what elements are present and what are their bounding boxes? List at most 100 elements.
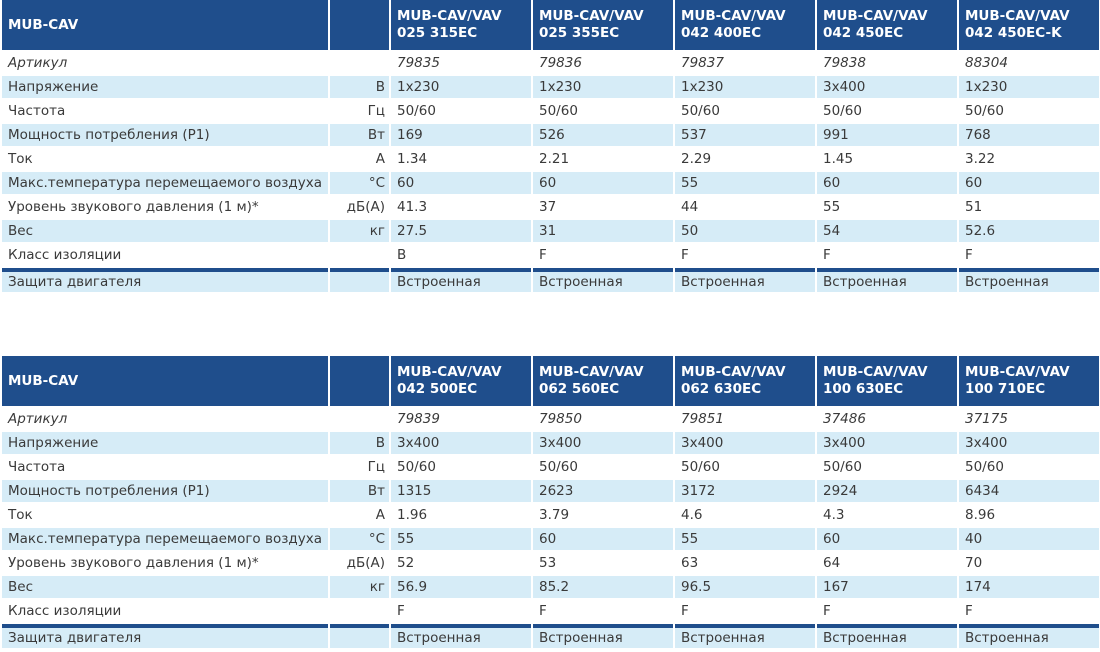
cell-value: 60 [533,528,673,552]
cell-value: 79850 [533,408,673,432]
cell-value: 2.29 [675,148,815,172]
row-label: Вес [2,220,328,244]
row-unit: дБ(А) [330,196,389,220]
table-row: Уровень звукового давления (1 м)* дБ(А) 52… [2,552,1099,576]
table-row: Напряжение В 3x400 3x400 3x400 3x400 3x400 [2,432,1099,456]
model-header: MUB-CAV/VAV 062 560EC [533,356,673,408]
cell-value: 50/60 [391,100,531,124]
cell-value: 1315 [391,480,531,504]
model-series: MUB-CAV/VAV [823,364,928,380]
table-row: Мощность потребления (P1) Вт 169 526 537 991 7… [2,124,1099,148]
cell-value: 55 [817,196,957,220]
model-code: 042 500EC [397,381,478,397]
row-label: Уровень звукового давления (1 м)* [2,552,328,576]
cell-value: 50/60 [533,456,673,480]
cell-value: 174 [959,576,1099,600]
spec-table-1: MUB-CAV MUB-CAV/VAV 025 315EC MUB-CAV/VAV… [0,0,1100,294]
unit-header [330,356,389,408]
row-unit: А [330,148,389,172]
model-series: MUB-CAV/VAV [397,364,502,380]
row-label: Частота [2,456,328,480]
cell-value: F [817,244,957,268]
cell-value: 79839 [391,408,531,432]
row-label: Мощность потребления (P1) [2,124,328,148]
cell-value: 3.22 [959,148,1099,172]
cell-value: 1x230 [675,76,815,100]
cell-value: 40 [959,528,1099,552]
spec-table-2: MUB-CAV MUB-CAV/VAV 042 500EC MUB-CAV/VAV… [0,356,1100,650]
cell-value: 1x230 [959,76,1099,100]
cell-value: 52 [391,552,531,576]
row-label: Класс изоляции [2,600,328,624]
table-row: Артикул 79839 79850 79851 37486 37175 [2,408,1099,432]
cell-value: 79837 [675,52,815,76]
cell-value: 50 [675,220,815,244]
cell-value: Встроенная [675,268,815,294]
table-row: Ток А 1.34 2.21 2.29 1.45 3.22 [2,148,1099,172]
row-unit [330,408,389,432]
row-label: Уровень звукового давления (1 м)* [2,196,328,220]
cell-value: 56.9 [391,576,531,600]
cell-value: 41.3 [391,196,531,220]
cell-value: 2924 [817,480,957,504]
table-title: MUB-CAV [2,356,328,408]
cell-value: 37175 [959,408,1099,432]
row-label: Защита двигателя [2,624,328,650]
row-unit [330,244,389,268]
cell-value: 1x230 [533,76,673,100]
model-series: MUB-CAV/VAV [681,364,786,380]
cell-value: 70 [959,552,1099,576]
cell-value: 4.3 [817,504,957,528]
cell-value: 50/60 [675,456,815,480]
cell-value: Встроенная [391,624,531,650]
cell-value: 169 [391,124,531,148]
cell-value: Встроенная [817,268,957,294]
table-row: Защита двигателя Встроенная Встроенная Встр… [2,268,1099,294]
model-series: MUB-CAV/VAV [965,8,1070,24]
row-unit: кг [330,576,389,600]
cell-value: 60 [817,528,957,552]
cell-value: F [959,600,1099,624]
cell-value: 55 [675,172,815,196]
cell-value: 2623 [533,480,673,504]
cell-value: 60 [959,172,1099,196]
row-label: Ток [2,504,328,528]
table-row: Макс.температура перемещаемого воздуха °C… [2,172,1099,196]
cell-value: 60 [391,172,531,196]
model-series: MUB-CAV/VAV [823,8,928,24]
cell-value: 1.45 [817,148,957,172]
model-header: MUB-CAV/VAV 062 630EC [675,356,815,408]
model-code: 062 630EC [681,381,762,397]
cell-value: 50/60 [675,100,815,124]
cell-value: Встроенная [533,624,673,650]
cell-value: 64 [817,552,957,576]
cell-value: Встроенная [391,268,531,294]
cell-value: 44 [675,196,815,220]
row-unit [330,624,389,650]
table-row: Класс изоляции B F F F F [2,244,1099,268]
model-series: MUB-CAV/VAV [681,8,786,24]
cell-value: 60 [533,172,673,196]
model-series: MUB-CAV/VAV [539,364,644,380]
cell-value: 55 [675,528,815,552]
table-row: Артикул 79835 79836 79837 79838 88304 [2,52,1099,76]
cell-value: 50/60 [817,100,957,124]
row-unit: Гц [330,100,389,124]
cell-value: F [533,244,673,268]
cell-value: 53 [533,552,673,576]
row-label: Напряжение [2,432,328,456]
row-unit: °C [330,528,389,552]
cell-value: 4.6 [675,504,815,528]
model-header: MUB-CAV/VAV 100 710EC [959,356,1099,408]
row-label: Частота [2,100,328,124]
cell-value: 50/60 [533,100,673,124]
cell-value: B [391,244,531,268]
cell-value: 3x400 [533,432,673,456]
cell-value: 3x400 [391,432,531,456]
cell-value: F [391,600,531,624]
cell-value: 6434 [959,480,1099,504]
cell-value: 31 [533,220,673,244]
cell-value: 37 [533,196,673,220]
cell-value: 2.21 [533,148,673,172]
cell-value: 60 [817,172,957,196]
